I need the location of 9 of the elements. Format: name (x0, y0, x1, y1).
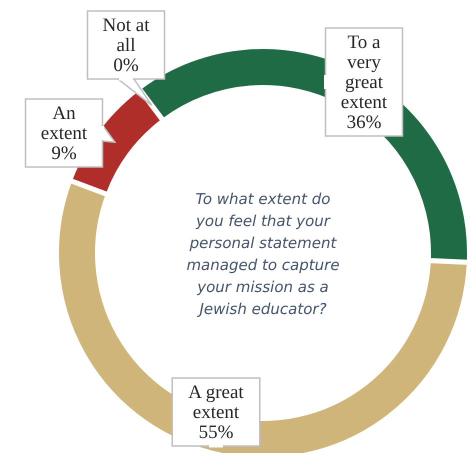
data-label: 55% (198, 422, 234, 443)
data-label: 9% (51, 143, 77, 164)
category-label: Not at all (102, 15, 150, 56)
slice-label: An extent (40, 103, 88, 144)
data-label: 36% (346, 112, 382, 133)
text: 0% (113, 55, 139, 76)
text: To what extent do you feel that your personal statement managed to capture your mission as a Jewish educator? (186, 190, 340, 318)
slice-label: To a very great extent (340, 32, 388, 113)
slice-label: A great extent (188, 382, 244, 423)
